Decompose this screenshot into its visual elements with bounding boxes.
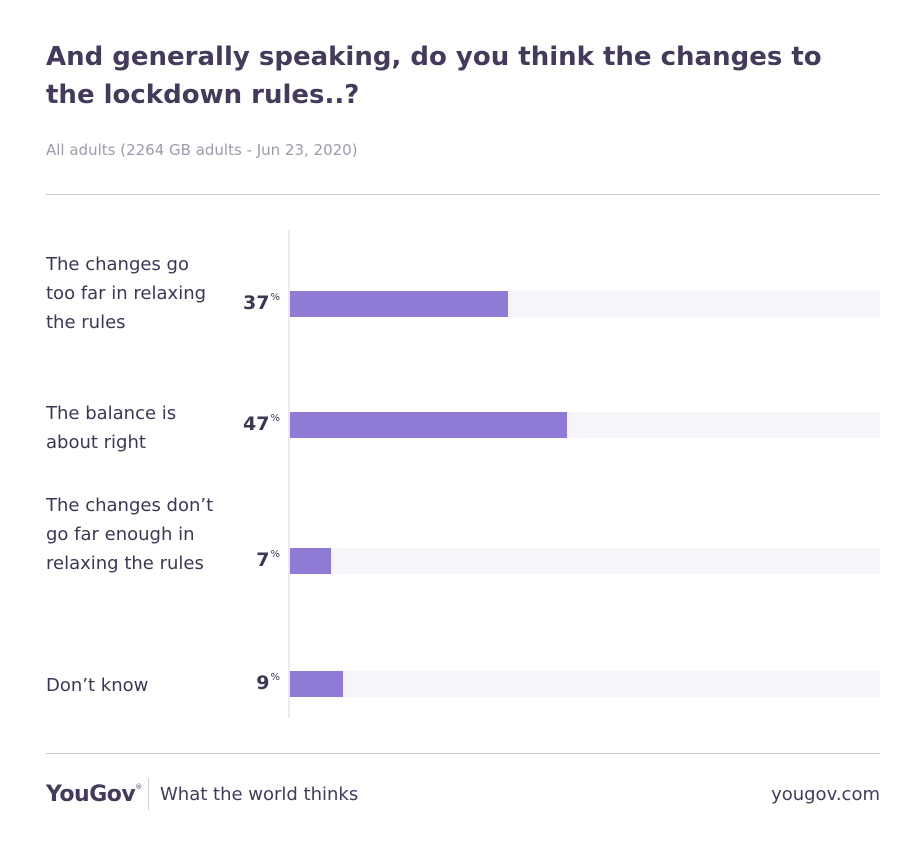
category-label: The balance is about right xyxy=(46,403,177,453)
data-label-value: 9 xyxy=(256,672,270,694)
bar-track xyxy=(290,548,880,574)
percent-sign: % xyxy=(270,672,280,683)
chart-title: And generally speaking, do you think the… xyxy=(46,42,822,110)
data-label: 37% xyxy=(220,292,280,314)
data-label-value: 47 xyxy=(243,413,270,435)
bar xyxy=(290,671,344,697)
bar-track xyxy=(290,671,880,697)
logo-text: YouGov xyxy=(46,782,136,807)
data-label-value: 7 xyxy=(256,549,270,571)
bottom-divider xyxy=(46,753,880,754)
category-label: The changes don’t go far enough in relax… xyxy=(46,495,214,574)
data-label: 47% xyxy=(220,413,280,435)
site-link[interactable]: yougov.com xyxy=(771,784,880,805)
tagline: What the world thinks xyxy=(160,784,359,805)
bar xyxy=(290,412,568,438)
percent-sign: % xyxy=(270,413,280,424)
bar xyxy=(290,548,332,574)
category-label: The changes go too far in relaxing the r… xyxy=(46,254,207,333)
registered-mark: ® xyxy=(135,783,142,791)
bar xyxy=(290,291,509,317)
data-label: 7% xyxy=(220,549,280,571)
yougov-logo: YouGov® xyxy=(46,782,142,807)
category-label: Don’t know xyxy=(46,675,149,696)
percent-sign: % xyxy=(270,292,280,303)
bar-track xyxy=(290,291,880,317)
data-label: 9% xyxy=(220,672,280,694)
percent-sign: % xyxy=(270,549,280,560)
top-divider xyxy=(46,194,880,195)
y-axis-line xyxy=(288,230,290,718)
bar-track xyxy=(290,412,880,438)
footer: YouGov® What the world thinks yougov.com xyxy=(46,778,880,812)
footer-divider xyxy=(148,778,149,810)
data-label-value: 37 xyxy=(243,292,270,314)
chart-subtitle: All adults (2264 GB adults - Jun 23, 202… xyxy=(46,141,358,159)
